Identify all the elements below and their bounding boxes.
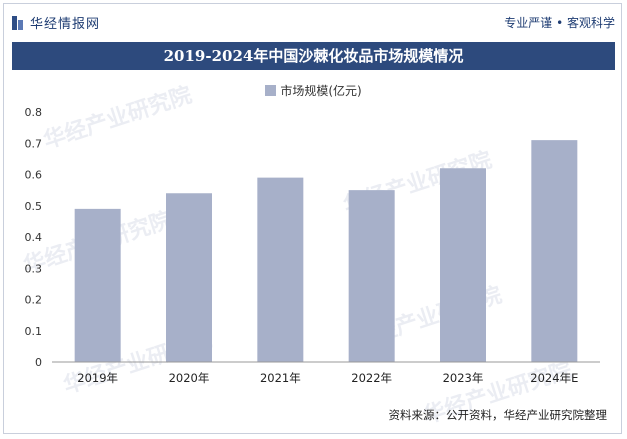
x-tick-label: 2023年 <box>443 371 484 385</box>
brand-logo-icon <box>12 15 24 30</box>
slogan: 专业严谨 • 客观科学 <box>504 16 615 30</box>
x-tick-label: 2022年 <box>351 371 392 385</box>
bar <box>74 208 121 362</box>
y-tick-label: 0.1 <box>25 325 43 338</box>
bar <box>531 140 578 362</box>
legend: 市场规模(亿元) <box>0 82 627 99</box>
y-tick-label: 0 <box>35 356 42 369</box>
bar <box>440 168 486 362</box>
y-tick-label: 0.2 <box>25 294 43 307</box>
y-tick-label: 0.5 <box>25 200 43 213</box>
x-tick-label: 2021年 <box>260 371 301 385</box>
bars <box>74 140 578 362</box>
brand-name: 华经情报网 <box>30 17 101 32</box>
y-tick-label: 0.6 <box>25 169 43 182</box>
x-axis: 2019年 2020年 2021年 2022年 2023年 2024年E <box>52 361 600 385</box>
brand: 华经情报网 <box>12 13 100 32</box>
x-tick-label: 2020年 <box>169 371 210 385</box>
bar <box>166 193 212 362</box>
legend-swatch <box>265 85 277 96</box>
bar <box>348 190 395 362</box>
y-axis: 0 0.1 0.2 0.3 0.4 0.5 0.6 0.7 0.8 <box>25 106 43 369</box>
chart-title: 2019-2024年中国沙棘化妆品市场规模情况 <box>12 42 615 70</box>
x-tick-label: 2019年 <box>77 371 118 385</box>
top-bar: 华经情报网 专业严谨 • 客观科学 <box>12 10 615 34</box>
source-note: 资料来源：公开资料，华经产业研究院整理 <box>388 408 608 422</box>
x-tick-label: 2024年E <box>530 371 578 385</box>
bar <box>257 177 304 362</box>
y-tick-label: 0.4 <box>25 231 43 244</box>
y-tick-label: 0.3 <box>25 262 43 275</box>
y-tick-label: 0.7 <box>25 137 43 150</box>
legend-label: 市场规模(亿元) <box>280 84 362 98</box>
y-tick-label: 0.8 <box>25 106 43 119</box>
